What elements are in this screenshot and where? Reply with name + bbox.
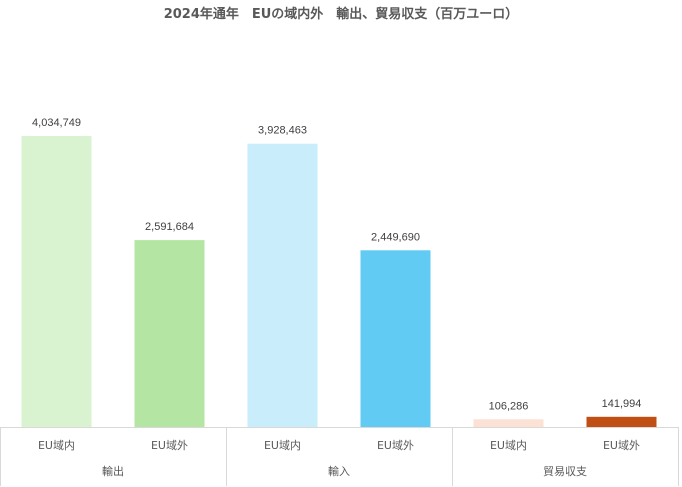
value-label-0: 4,034,749: [32, 117, 81, 129]
group-label-2: 貿易収支: [543, 465, 587, 478]
data-labels: 4,034,749 2,591,684 3,928,463 2,449,690 106,…: [32, 117, 641, 412]
chart-title: 2024年通年 EUの域内外 輸出、貿易収支（百万ユーロ）: [164, 6, 519, 22]
bar-5: [586, 416, 657, 427]
bar-3: [360, 250, 431, 427]
group-label-1: 輸入: [328, 464, 350, 478]
category-label-0: EU域内: [38, 438, 75, 452]
group-label-0: 輸出: [102, 464, 124, 478]
category-label-1: EU域外: [151, 439, 188, 452]
value-label-2: 3,928,463: [258, 125, 307, 137]
value-label-4: 106,286: [489, 400, 529, 412]
bar-series: [21, 136, 657, 427]
value-label-5: 141,994: [602, 398, 642, 410]
value-label-3: 2,449,690: [371, 231, 420, 243]
category-label-4: EU域内: [490, 438, 527, 452]
bar-0: [21, 136, 92, 427]
category-label-5: EU域外: [603, 439, 640, 452]
bar-1: [134, 240, 205, 427]
category-label-3: EU域外: [377, 439, 414, 452]
value-label-1: 2,591,684: [145, 221, 194, 233]
bar-2: [247, 143, 318, 427]
bar-4: [473, 419, 544, 427]
category-label-2: EU域内: [264, 438, 301, 452]
